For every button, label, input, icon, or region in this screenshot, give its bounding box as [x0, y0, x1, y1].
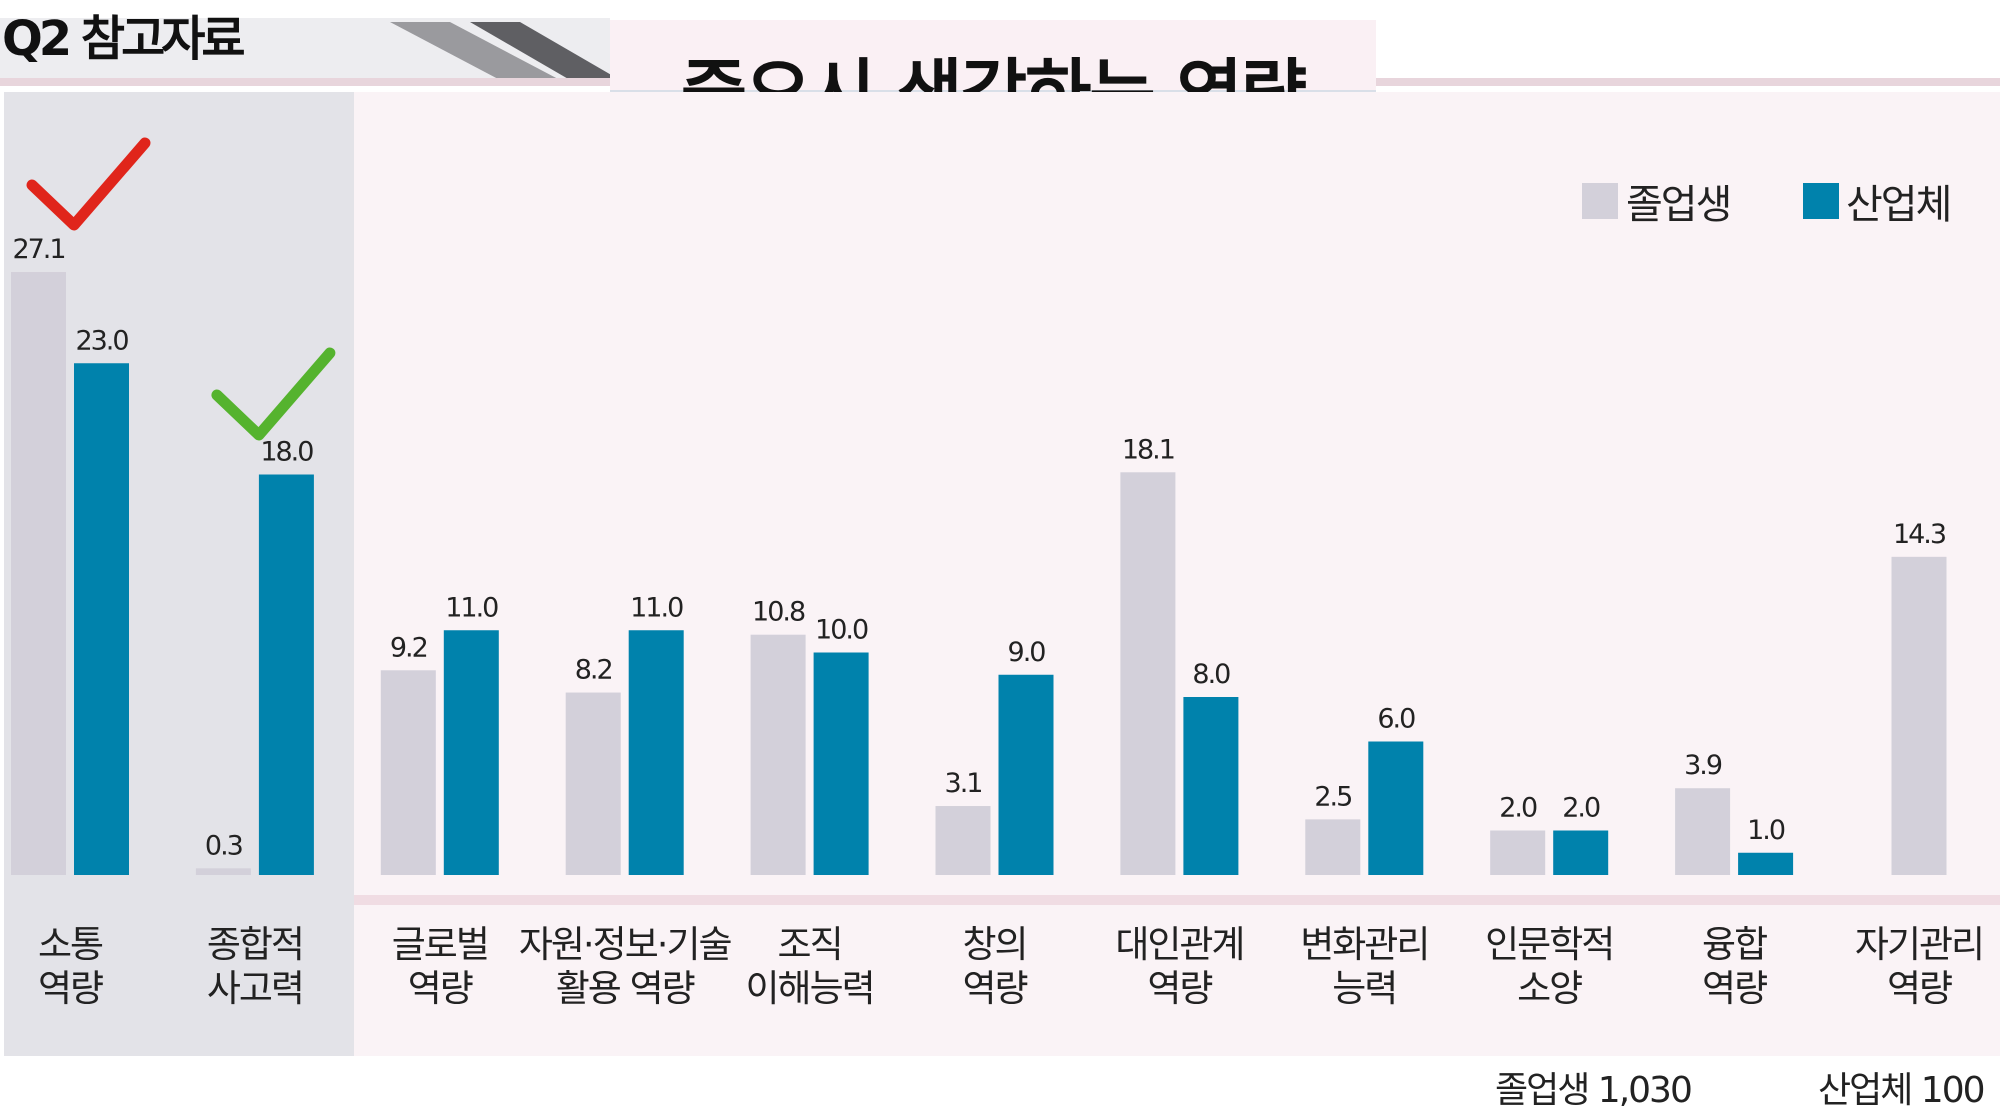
category-label-3-line-1: 활용 역량: [556, 967, 695, 1010]
category-label-7-line-0: 변화관리: [1300, 923, 1428, 966]
category-label-5-line-1: 역량: [962, 967, 1027, 1010]
bar-graduates-2: [380, 670, 436, 875]
value-label-graduates-9: 3.9: [1684, 750, 1722, 781]
value-label-industry-6: 8.0: [1192, 659, 1230, 690]
badge-text: Q2 참고자료: [2, 11, 244, 67]
header-stripe-1: [390, 22, 560, 80]
bar-graduates-0: [11, 272, 66, 875]
value-label-graduates-3: 8.2: [575, 655, 612, 686]
bar-graduates-4: [750, 634, 806, 875]
category-label-8-line-0: 인문학적: [1485, 923, 1613, 966]
value-labels-group: 27.1 23.0 0.3 18.0 9.2 11.0 8.2 11.0 10.8 10.0 3.1…: [12, 234, 1947, 861]
checkmark-green-icon: [211, 347, 336, 441]
value-label-graduates-1: 0.3: [205, 830, 243, 861]
category-label-6-line-0: 대인관계: [1115, 923, 1243, 966]
value-label-industry-3: 11.0: [630, 592, 683, 623]
bar-industry-0: [74, 363, 129, 875]
category-label-9-line-1: 역량: [1702, 967, 1767, 1010]
bar-industry-1: [258, 474, 314, 875]
bar-graduates-8: [1490, 830, 1546, 875]
bar-graduates-3: [565, 692, 621, 875]
category-label-0-line-0: 소통: [38, 923, 103, 966]
category-label-7-line-1: 능력: [1332, 967, 1396, 1010]
footer-industry-count: 산업체 100: [1818, 1070, 1984, 1111]
category-label-2-line-1: 역량: [408, 967, 473, 1010]
value-label-industry-9: 1.0: [1747, 815, 1785, 846]
value-label-industry-8: 2.0: [1562, 793, 1600, 824]
bars-group: [11, 272, 1947, 875]
category-label-4-line-0: 조직: [778, 923, 842, 966]
bar-industry-9: [1738, 852, 1794, 875]
category-label-9-line-0: 융합: [1702, 923, 1767, 966]
category-label-1-line-0: 종합적: [207, 923, 303, 966]
legend: 졸업생 산업체: [1582, 182, 1952, 228]
bar-graduates-5: [935, 806, 991, 875]
value-label-graduates-2: 9.2: [390, 632, 427, 663]
legend-label-graduates: 졸업생: [1626, 182, 1730, 228]
category-label-10-line-1: 역량: [1887, 967, 1952, 1010]
bar-industry-3: [628, 630, 684, 875]
bar-industry-5: [998, 674, 1054, 875]
value-label-graduates-10: 14.3: [1893, 519, 1946, 550]
value-label-industry-4: 10.0: [815, 615, 868, 646]
value-label-industry-2: 11.0: [445, 592, 498, 623]
category-label-10-line-0: 자기관리: [1855, 923, 1983, 966]
legend-swatch-industry: [1803, 183, 1839, 219]
legend-swatch-graduates: [1582, 183, 1618, 219]
value-label-industry-5: 9.0: [1008, 637, 1046, 668]
value-label-graduates-0: 27.1: [12, 234, 64, 265]
bar-industry-4: [813, 652, 869, 875]
value-label-industry-1: 18.0: [260, 437, 313, 468]
category-label-4-line-1: 이해능력: [746, 967, 874, 1010]
footer-graduates-count: 졸업생 1,030: [1495, 1070, 1691, 1111]
category-label-0-line-1: 역량: [38, 967, 103, 1010]
value-label-graduates-4: 10.8: [752, 597, 805, 628]
value-label-graduates-7: 2.5: [1314, 781, 1351, 812]
legend-label-industry: 산업체: [1846, 182, 1950, 228]
bar-graduates-10: [1891, 556, 1947, 875]
checkmarks-group: [26, 137, 336, 441]
category-label-6-line-1: 역량: [1147, 967, 1212, 1010]
bar-industry-6: [1183, 697, 1239, 875]
value-label-graduates-5: 3.1: [945, 768, 982, 799]
category-label-8-line-1: 소양: [1517, 967, 1582, 1010]
value-label-graduates-6: 18.1: [1122, 434, 1174, 465]
bar-industry-8: [1553, 830, 1609, 875]
value-label-industry-0: 23.0: [75, 325, 128, 356]
value-label-graduates-8: 2.0: [1499, 793, 1537, 824]
value-label-industry-7: 6.0: [1377, 704, 1415, 735]
checkmark-red-icon: [26, 137, 151, 231]
category-label-1-line-1: 사고력: [207, 967, 303, 1010]
bar-graduates-1: [195, 868, 251, 875]
header-stripe-2: [470, 22, 620, 80]
bar-industry-7: [1368, 741, 1424, 875]
bar-graduates-7: [1305, 819, 1361, 875]
category-label-3-line-0: 자원·정보·기술: [519, 923, 732, 966]
bar-graduates-6: [1120, 472, 1176, 875]
category-label-5-line-0: 창의: [962, 923, 1026, 966]
category-label-2-line-0: 글로벌: [392, 923, 488, 966]
bar-industry-2: [443, 630, 499, 875]
bar-graduates-9: [1675, 788, 1731, 875]
